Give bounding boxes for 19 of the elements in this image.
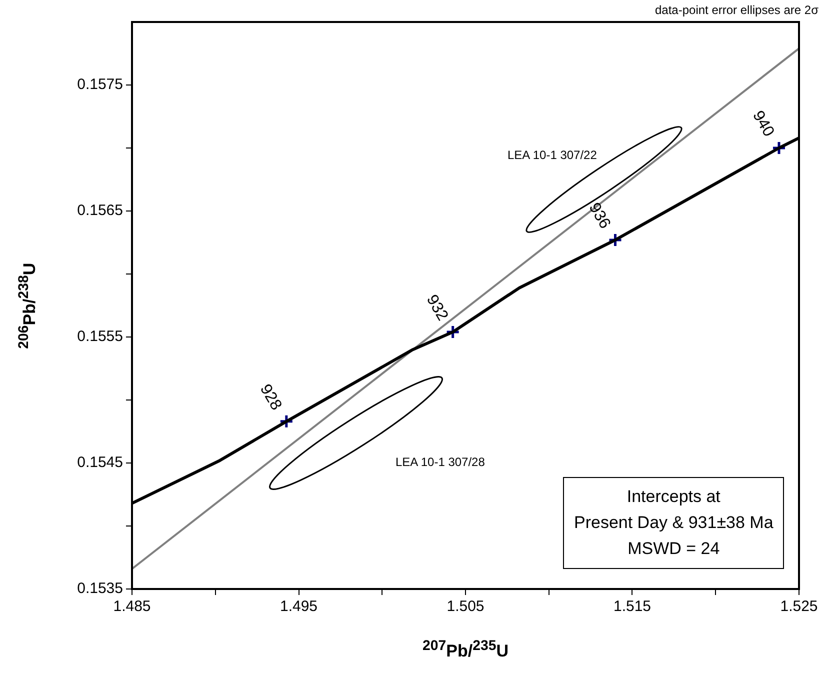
annotation: 928 [256, 382, 285, 414]
annotation: Intercepts at Present Day & 931±38 Ma MSWD = 24 [563, 477, 784, 569]
y-tick-label: 0.1555 [77, 328, 123, 346]
x-tick-label: 1.515 [613, 598, 652, 616]
annotation: LEA 10-1 307/22 [508, 148, 597, 162]
annotation: 936 [585, 200, 614, 232]
annotation: 932 [422, 292, 451, 324]
x-tick-label: 1.495 [280, 598, 318, 616]
text: data-point error ellipses are 2σ [655, 3, 818, 17]
y-tick-label: 0.1545 [77, 454, 123, 472]
y-tick-label: 0.1575 [77, 76, 123, 94]
x-tick-label: 1.525 [780, 598, 818, 616]
x-axis-title: $^{207}$Pb/$^{235}$U [422, 638, 508, 662]
x-tick-label: 1.485 [113, 598, 151, 616]
y-tick-label: 0.1565 [77, 202, 123, 220]
annotation: LEA 10-1 307/28 [396, 455, 485, 469]
annotation: 940 [749, 108, 778, 140]
x-tick-label: 1.505 [446, 598, 484, 616]
y-tick-label: 0.1535 [77, 580, 123, 598]
